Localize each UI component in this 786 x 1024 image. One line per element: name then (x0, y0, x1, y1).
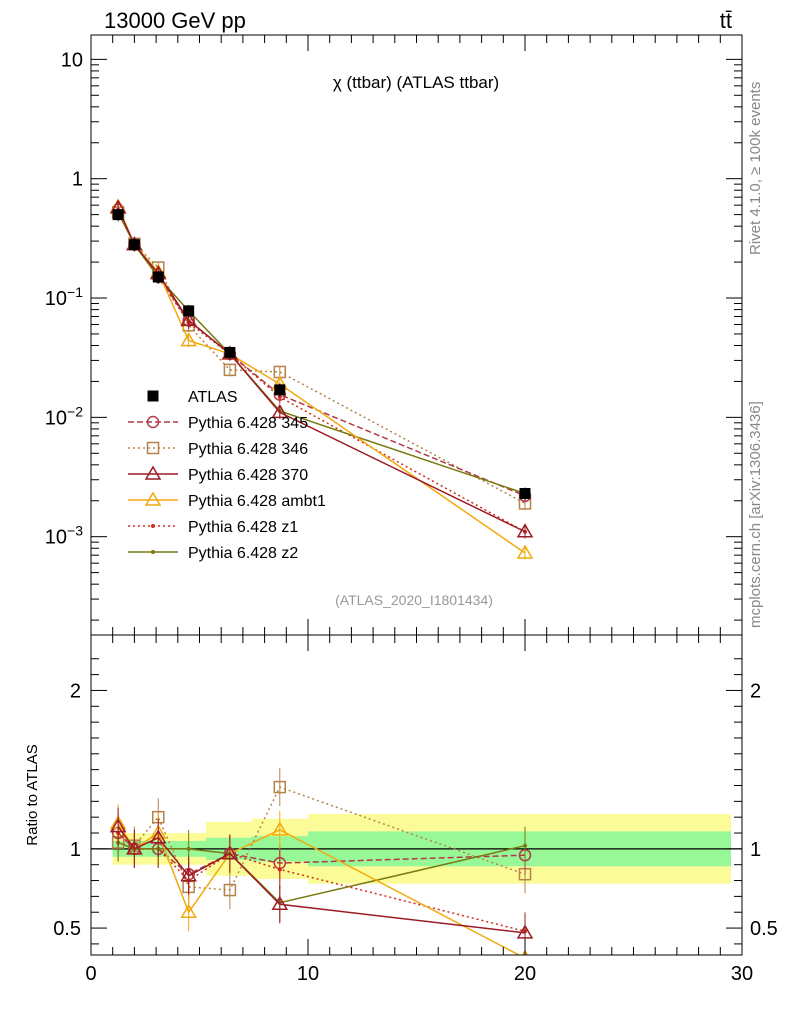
series-line-z2 (117, 212, 526, 495)
y-tick-label: 10−2 (45, 403, 83, 429)
ratio-point-p370 (180, 867, 197, 882)
legend-label-p370: Pythia 6.428 370 (188, 467, 308, 484)
data-point-p346 (223, 363, 237, 377)
main-axes: 10 1 10−1 10−2 10−3 (45, 49, 742, 621)
legend-label-atlas: ATLAS (188, 389, 238, 406)
ratio-point-p346 (273, 780, 287, 794)
legend-marker-z1 (151, 524, 155, 528)
legend-marker-p345 (146, 415, 160, 429)
y-tick-label: 10 (61, 49, 83, 71)
legend: ATLAS Pythia 6.428 345 Pythia 6.428 346 Pyt… (128, 389, 326, 562)
ratio-point-p370 (109, 818, 127, 833)
series-line-z1 (117, 209, 526, 533)
data-point-atlas (183, 305, 195, 317)
series-line-p370 (117, 207, 526, 533)
data-point-atlas (519, 488, 531, 500)
y-tick-label: 10−3 (45, 523, 83, 549)
rivet-label: Rivet 4.1.0, ≥ 100k events (747, 82, 764, 255)
x-axis: 0 10 20 30 (85, 35, 753, 985)
data-point-ambt1 (516, 544, 534, 559)
legend-marker-atlas (147, 390, 159, 402)
ratio-ylabel: Ratio to ATLAS (24, 744, 41, 845)
data-point-p370 (516, 523, 534, 538)
ratio-point-p370 (271, 895, 289, 911)
ratio-y-tick-label-right: 1 (750, 839, 761, 861)
ratio-point-p346 (223, 883, 237, 897)
mcplots-label: mcplots.cern.ch [arXiv:1306.3436] (747, 401, 764, 628)
ratio-point-p370 (516, 924, 534, 939)
legend-label-z2: Pythia 6.428 z2 (188, 545, 298, 562)
ratio-y-tick-label-right: 0.5 (750, 918, 778, 940)
data-point-ambt1 (180, 332, 197, 347)
data-point-z1 (277, 395, 282, 400)
ratio-point-p370 (149, 829, 167, 844)
ratio-point-z2 (186, 846, 191, 851)
ratio-y-tick-label-right: 2 (750, 680, 761, 702)
legend-label-ambt1: Pythia 6.428 ambt1 (188, 493, 326, 510)
legend-label-p346: Pythia 6.428 346 (188, 441, 308, 458)
ratio-point-p370 (221, 845, 239, 860)
data-point-p370 (271, 403, 289, 419)
ratio-panel: 2 2 1 1 0.5 0.5 Ratio to ATLAS (24, 634, 778, 956)
ratio-point-ambt1 (271, 821, 289, 836)
x-tick-label: 20 (514, 963, 536, 985)
analysis-tag: (ATLAS_2020_I1801434) (335, 592, 493, 608)
ratio-point-ambt1 (180, 903, 197, 918)
main-series-layer (109, 198, 534, 560)
energy-label: 13000 GeV pp (104, 8, 246, 33)
data-point-atlas (152, 271, 164, 283)
data-point-atlas (224, 346, 236, 358)
data-point-p370 (180, 311, 197, 327)
legend-marker-ambt1 (144, 491, 162, 506)
data-point-atlas (112, 209, 124, 221)
process-label: tt̄ (720, 8, 732, 33)
chart-title: χ (ttbar) (ATLAS ttbar) (333, 73, 499, 92)
data-point-atlas (274, 384, 286, 396)
ratio-y-tick-label: 1 (70, 839, 81, 861)
ratio-y-tick-label: 0.5 (53, 918, 81, 940)
legend-marker-p346 (146, 441, 160, 455)
legend-marker-z2 (151, 550, 155, 554)
ratio-axes: 2 2 1 1 0.5 0.5 (53, 658, 778, 945)
ratio-point-z2 (523, 843, 527, 848)
y-tick-label: 1 (72, 169, 83, 191)
ratio-y-tick-label: 2 (70, 680, 81, 702)
x-tick-label: 10 (297, 963, 319, 985)
legend-marker-p370 (144, 465, 162, 480)
data-point-atlas (128, 239, 140, 251)
series-line-p345 (117, 209, 526, 497)
legend-label-p345: Pythia 6.428 345 (188, 415, 308, 432)
x-tick-label: 0 (85, 963, 96, 985)
ratio-point-p370 (126, 840, 143, 855)
series-line-p346 (117, 212, 526, 505)
ratio-point-z1 (277, 867, 282, 872)
legend-label-z1: Pythia 6.428 z1 (188, 519, 298, 536)
x-tick-label: 30 (731, 963, 753, 985)
y-tick-label: 10−1 (45, 284, 83, 310)
